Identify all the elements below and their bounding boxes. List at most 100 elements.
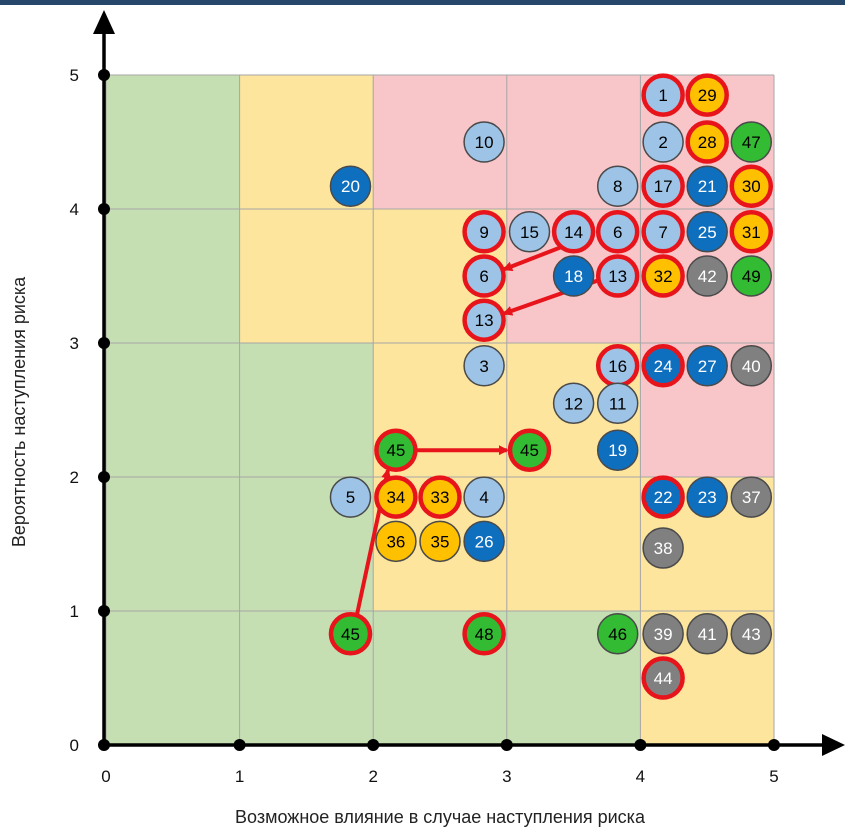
risk-point-label: 32 (654, 267, 673, 286)
risk-point-circle (463, 121, 505, 163)
risk-point-circle (642, 613, 684, 655)
risk-point-label: 44 (654, 669, 673, 688)
y-tick-label: 4 (70, 200, 79, 219)
axes (93, 10, 845, 756)
risk-point-circle (686, 476, 728, 518)
risk-point-circle (374, 475, 418, 519)
risk-point-label: 23 (698, 488, 717, 507)
risk-point-circle (463, 520, 505, 563)
risk-point-circle (551, 210, 596, 254)
risk-point-circle (686, 211, 728, 253)
risk-point-7: 7 (641, 210, 685, 254)
risk-point-circle (641, 164, 685, 208)
y-tick-label: 0 (70, 736, 79, 755)
risk-point-circle (596, 165, 639, 207)
risk-point-circle (729, 210, 774, 254)
risk-point-43: 43 (730, 613, 773, 655)
risk-point-36: 36 (375, 520, 417, 563)
risk-point-label: 11 (609, 394, 627, 413)
x-tick-label: 3 (502, 767, 511, 786)
risk-point-circle (462, 298, 506, 342)
risk-point-label: 21 (698, 177, 717, 196)
risk-point-circle (730, 345, 773, 387)
y-tick-marker (98, 337, 110, 349)
risk-point-9: 9 (462, 210, 506, 254)
risk-point-label: 2 (658, 133, 667, 152)
risk-point-label: 29 (698, 86, 717, 105)
risk-point-label: 13 (475, 311, 494, 330)
risk-point-34: 34 (374, 475, 418, 519)
risk-point-circle (730, 121, 773, 163)
x-tick-label: 4 (636, 767, 645, 786)
risk-point-13: 13 (595, 254, 640, 298)
risk-point-35: 35 (419, 520, 461, 563)
risk-point-label: 30 (742, 177, 761, 196)
risk-point-circle (462, 612, 506, 656)
top-bar (0, 0, 845, 5)
risk-point-label: 49 (742, 267, 761, 286)
risk-point-label: 38 (654, 539, 673, 558)
risk-point-label: 19 (608, 441, 627, 460)
risk-point-circle (641, 656, 685, 700)
risk-point-28: 28 (685, 120, 729, 164)
x-tick-marker (500, 739, 513, 751)
x-axis-arrowhead (822, 734, 845, 756)
y-axis-arrowhead (93, 10, 115, 34)
risk-point-circle (686, 345, 728, 387)
risk-point-label: 45 (520, 441, 539, 460)
risk-point-6: 6 (595, 210, 640, 254)
risk-zone-low (106, 75, 240, 745)
risk-point-18: 18 (552, 255, 595, 297)
risk-point-label: 14 (564, 223, 583, 242)
risk-point-40: 40 (730, 345, 773, 387)
risk-point-45: 45 (328, 612, 373, 656)
risk-point-21: 21 (686, 165, 728, 207)
risk-zone-low (239, 343, 374, 745)
risk-point-20: 20 (329, 165, 372, 207)
risk-point-circle (328, 612, 373, 656)
risk-point-22: 22 (641, 475, 685, 519)
x-tick-label: 5 (769, 767, 778, 786)
risk-point-48: 48 (462, 612, 506, 656)
risk-point-label: 8 (613, 177, 622, 196)
x-tick-label: 1 (235, 767, 244, 786)
risk-point-label: 28 (698, 133, 717, 152)
risk-point-4: 4 (463, 476, 505, 518)
y-tick-marker (98, 203, 110, 215)
risk-point-37: 37 (730, 476, 773, 518)
risk-point-label: 43 (742, 625, 761, 644)
y-tick-marker (98, 739, 110, 751)
x-tick-marker (768, 739, 780, 751)
risk-point-circle (508, 211, 551, 253)
risk-point-label: 40 (742, 357, 761, 376)
risk-point-label: 25 (698, 223, 717, 242)
risk-point-29: 29 (685, 73, 729, 117)
risk-point-label: 26 (475, 532, 494, 551)
risk-point-circle (641, 210, 685, 254)
risk-point-label: 5 (346, 488, 355, 507)
risk-point-label: 33 (431, 488, 450, 507)
risk-point-label: 20 (341, 177, 360, 196)
risk-point-label: 47 (742, 133, 761, 152)
risk-point-label: 4 (479, 488, 488, 507)
risk-point-circle (463, 345, 505, 387)
risk-point-circle (596, 382, 639, 425)
risk-point-circle (686, 613, 728, 655)
risk-point-circle (596, 613, 639, 655)
risk-point-24: 24 (641, 344, 685, 388)
x-tick-marker (634, 739, 647, 751)
risk-point-label: 3 (479, 357, 488, 376)
risk-point-label: 36 (386, 532, 405, 551)
risk-point-label: 7 (658, 223, 667, 242)
risk-point-label: 48 (475, 625, 494, 644)
risk-point-label: 45 (386, 441, 405, 460)
y-axis-title: Вероятность наступления риска (9, 276, 29, 547)
risk-point-label: 13 (608, 267, 627, 286)
risk-point-circle (730, 613, 773, 655)
risk-point-circle (462, 210, 506, 254)
risk-point-42: 42 (686, 255, 728, 297)
risk-point-label: 17 (654, 177, 673, 196)
x-tick-marker (367, 739, 380, 751)
